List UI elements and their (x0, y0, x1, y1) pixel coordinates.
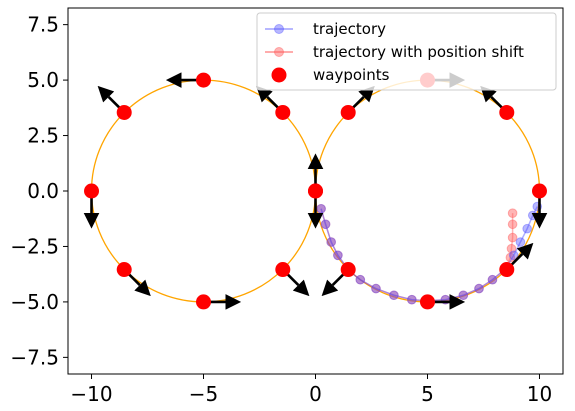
trajectory-point (389, 290, 399, 301)
trajectory-point (522, 223, 532, 234)
legend-label-waypoints: waypoints (313, 66, 390, 84)
y-tick-label: −5.0 (10, 290, 59, 314)
trajectory-with-position-shift-point (474, 283, 484, 294)
trajectory-with-position-shift-line (320, 208, 514, 302)
trajectory-point (333, 250, 343, 261)
x-tick-label: −5 (189, 382, 218, 406)
trajectory-point (474, 283, 484, 294)
waypoint-marker (419, 294, 435, 310)
waypoint-marker (499, 262, 515, 278)
waypoint-marker (340, 104, 356, 120)
trajectory-point (371, 283, 381, 294)
y-tick-label: 5.0 (27, 68, 59, 92)
trajectory-with-position-shift-point (389, 290, 399, 301)
waypoint-marker (275, 262, 291, 278)
waypoint-marker (116, 104, 132, 120)
y-tick-label: −7.5 (10, 345, 59, 369)
legend-label-trajectory-with-position-shift: trajectory with position shift (313, 43, 524, 61)
trajectory-with-position-shift-point (355, 274, 366, 285)
legend-entry-waypoints: waypoints (271, 66, 390, 84)
trajectory-point (487, 274, 498, 285)
x-tick-label: 5 (421, 382, 434, 406)
trajectory-with-position-shift-point (507, 208, 518, 218)
x-axis-ticks: −10 −5 0 5 10 (70, 374, 552, 406)
trajectory-with-position-shift-point (506, 243, 517, 254)
y-tick-label: 7.5 (27, 13, 59, 37)
legend-entry-trajectory-with-position-shift: trajectory with position shift (265, 43, 524, 61)
legend: trajectory trajectory with position shif… (256, 12, 557, 91)
legend-marker-trajectory-with-position-shift (274, 47, 284, 57)
trajectory-with-position-shift-point (507, 232, 518, 243)
waypoint-marker (84, 183, 100, 199)
legend-marker-waypoints (271, 67, 287, 83)
trajectory-point (320, 219, 331, 230)
y-tick-label: 2.5 (27, 124, 59, 148)
trajectory-with-position-shift-point (333, 250, 343, 261)
legend-entry-trajectory: trajectory (265, 20, 386, 38)
legend-marker-trajectory (274, 24, 284, 34)
x-tick-label: 0 (309, 382, 322, 406)
trajectory-point (316, 203, 326, 214)
y-tick-label: 0.0 (27, 179, 59, 203)
waypoint-marker (340, 262, 356, 278)
y-axis-ticks: −7.5 −5.0 −2.5 0.0 2.5 5.0 7.5 (10, 13, 68, 369)
trajectory-point (458, 290, 469, 301)
trajectory-point (515, 237, 526, 247)
trajectory-with-position-shift-point (505, 252, 516, 263)
trajectory-with-position-shift-point (371, 283, 381, 294)
trajectory-with-position-shift-point (487, 274, 498, 285)
trajectory-point (326, 237, 336, 247)
waypoint-marker (275, 104, 291, 120)
legend-label-trajectory: trajectory (313, 20, 386, 38)
legend-box (256, 12, 557, 91)
x-tick-label: 10 (527, 382, 552, 406)
y-tick-label: −2.5 (10, 234, 59, 258)
waypoint-marker (196, 294, 212, 310)
trajectory-with-position-shift-point (407, 294, 417, 305)
x-tick-label: −10 (70, 382, 112, 406)
waypoint-marker (499, 104, 515, 120)
waypoint-marker (116, 262, 132, 278)
waypoint-marker (531, 183, 547, 199)
trajectory-point (527, 210, 538, 221)
waypoint-marker (308, 183, 323, 199)
trajectory-point (355, 274, 366, 285)
trajectory-point (407, 294, 417, 305)
trajectory-with-position-shift-point (326, 237, 336, 247)
waypoint-marker (196, 72, 212, 88)
trajectory-with-position-shift-point (507, 219, 518, 230)
